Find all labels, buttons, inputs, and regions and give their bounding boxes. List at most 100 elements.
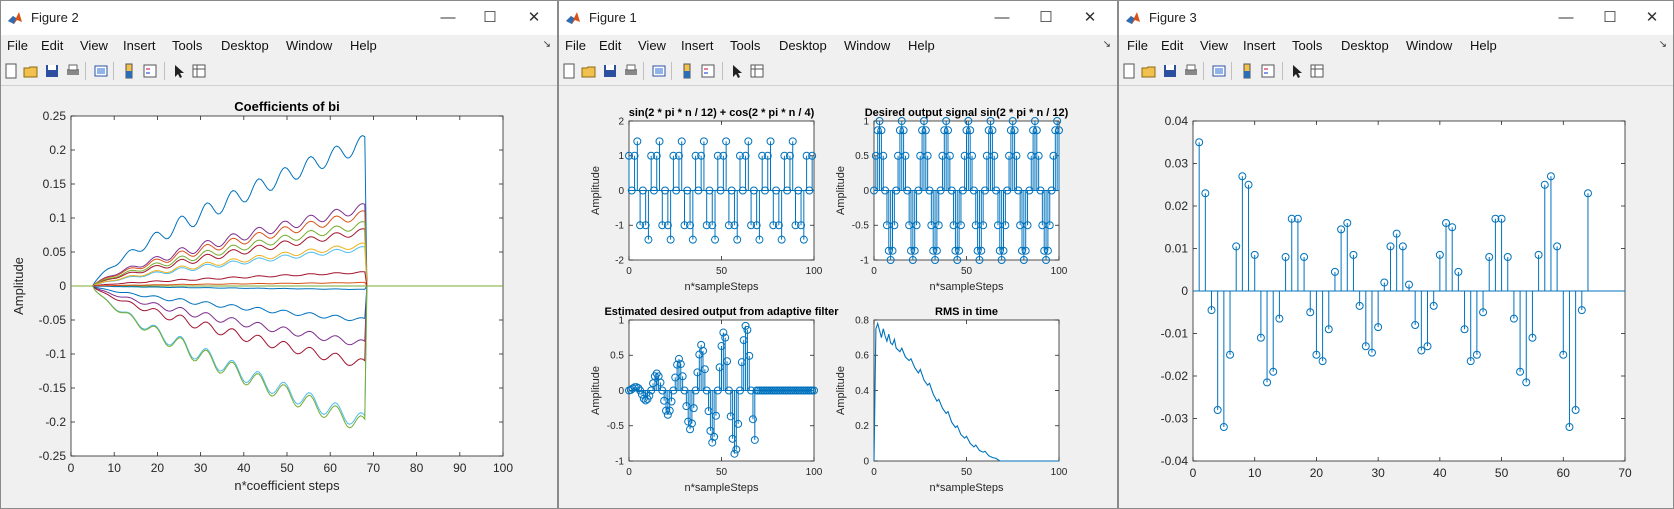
menu-tools[interactable]: Tools [730,38,761,53]
close-button[interactable]: ✕ [1083,9,1097,26]
window-figure-3[interactable]: Figure 3 — ☐ ✕ File Edit View Insert Too… [1118,0,1674,509]
insert-legend-icon[interactable] [700,63,716,79]
maximize-button[interactable]: ☐ [483,9,497,26]
title-bar[interactable]: Figure 3 — ☐ ✕ [1119,1,1673,35]
stem-marker [1355,301,1364,310]
stem-marker [945,151,954,160]
open-file-icon[interactable] [23,63,39,79]
menu-insert[interactable]: Insert [1243,38,1276,53]
close-button[interactable]: ✕ [1645,9,1659,26]
open-file-icon[interactable] [1141,63,1157,79]
new-figure-icon[interactable] [3,63,19,79]
link-plot-icon[interactable] [93,63,109,79]
stem-marker [1491,214,1500,223]
menu-insert[interactable]: Insert [123,38,156,53]
minimize-button[interactable]: — [1558,9,1574,26]
menu-desktop[interactable]: Desktop [779,38,827,53]
insert-colorbar-icon[interactable] [121,63,137,79]
stem-marker [1195,138,1204,147]
link-plot-icon[interactable] [651,63,667,79]
figure-3-axes[interactable]: 0 10 20 30 40 50 60 70 0.04 0.03 0.02 0.01 0 -0.01 -0.… [1119,86,1673,508]
menu-insert[interactable]: Insert [681,38,714,53]
menu-tools[interactable]: Tools [172,38,203,53]
new-figure-icon[interactable] [561,63,577,79]
title-bar[interactable]: Figure 1 — ☐ ✕ [559,1,1117,35]
menu-edit[interactable]: Edit [599,38,622,53]
stem-marker [689,404,698,413]
menu-edit[interactable]: Edit [41,38,64,53]
title-bar[interactable]: Figure 2 — ☐ ✕ [1,1,557,35]
insert-colorbar-icon[interactable] [1239,63,1255,79]
edit-plot-icon[interactable] [171,63,187,79]
menu-tools[interactable]: Tools [1292,38,1323,53]
menu-view[interactable]: View [1200,38,1228,53]
minimize-button[interactable]: — [994,9,1010,26]
insert-colorbar-icon[interactable] [679,63,695,79]
save-icon[interactable] [44,63,60,79]
open-file-icon[interactable] [581,63,597,79]
close-button[interactable]: ✕ [527,9,541,26]
maximize-button[interactable]: ☐ [1039,9,1053,26]
maximize-button[interactable]: ☐ [1603,9,1617,26]
menu-help[interactable]: Help [908,38,935,53]
x-tick-label: 90 [453,461,467,475]
x-tick-label: 80 [410,461,424,475]
menu-help[interactable]: Help [1470,38,1497,53]
menu-view[interactable]: View [80,38,108,53]
series-line [71,210,503,287]
new-figure-icon[interactable] [1121,63,1137,79]
stem-marker [1442,219,1451,227]
x-tick-label: 100 [806,266,823,277]
stem-marker [1466,357,1475,366]
stem-marker [1565,423,1574,431]
stem-marker [749,186,758,195]
stem-marker [1010,126,1019,135]
figure-2-axes[interactable]: 0 10 20 30 40 50 60 70 80 90 100 0.25 0.2 0.15 0.1 0.05… [1,86,557,508]
window-figure-2[interactable]: Figure 2 — ☐ ✕ File Edit View Insert Too… [0,0,558,509]
menu-window[interactable]: Window [1406,38,1453,53]
menu-window[interactable]: Window [844,38,891,53]
stem-marker [1238,172,1247,181]
y-tick-label: 0.15 [43,177,67,191]
property-inspector-icon[interactable] [1309,63,1325,79]
stem-marker [1553,242,1562,251]
y-tick-label: 0 [59,279,66,293]
x-tick-label: 30 [1371,466,1385,480]
menu-help[interactable]: Help [350,38,377,53]
stem-marker [1330,267,1339,276]
stem-marker [760,186,769,195]
property-inspector-icon[interactable] [191,63,207,79]
save-icon[interactable] [602,63,618,79]
stem-marker [755,235,764,244]
menu-window[interactable]: Window [286,38,333,53]
menu-desktop[interactable]: Desktop [221,38,269,53]
stem-marker [697,151,706,160]
window-figure-1[interactable]: Figure 1 — ☐ ✕ File Edit View Insert Too… [558,0,1118,509]
stem-marker [700,365,709,374]
insert-legend-icon[interactable] [1260,63,1276,79]
dock-icon[interactable]: ↘ [1658,39,1667,50]
insert-legend-icon[interactable] [142,63,158,79]
save-icon[interactable] [1162,63,1178,79]
edit-plot-icon[interactable] [729,63,745,79]
print-icon[interactable] [623,63,639,79]
stem-marker [1213,406,1222,414]
print-icon[interactable] [65,63,81,79]
stem-marker [1001,221,1010,230]
menu-desktop[interactable]: Desktop [1341,38,1389,53]
minimize-button[interactable]: — [440,9,456,26]
property-inspector-icon[interactable] [749,63,765,79]
link-plot-icon[interactable] [1211,63,1227,79]
menu-view[interactable]: View [638,38,666,53]
dock-icon[interactable]: ↘ [1102,39,1111,50]
edit-plot-icon[interactable] [1289,63,1305,79]
menu-edit[interactable]: Edit [1161,38,1184,53]
print-icon[interactable] [1183,63,1199,79]
menu-file[interactable]: File [7,38,28,53]
menu-file[interactable]: File [565,38,586,53]
dock-icon[interactable]: ↘ [542,39,551,50]
stem-marker [975,256,984,264]
y-tick-label: -0.15 [39,381,67,395]
menu-file[interactable]: File [1127,38,1148,53]
